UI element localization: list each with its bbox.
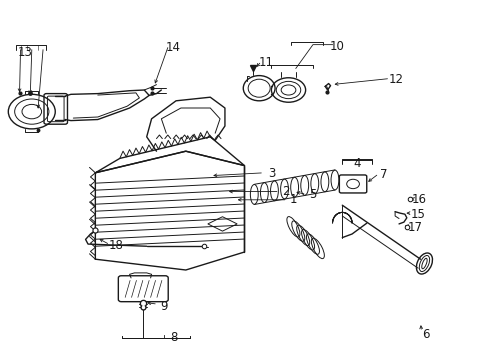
Text: 16: 16: [411, 193, 426, 206]
Text: 8: 8: [169, 331, 177, 344]
Text: 11: 11: [259, 57, 273, 69]
Text: 9: 9: [160, 300, 167, 313]
Text: 13: 13: [18, 46, 33, 59]
Text: 18: 18: [109, 239, 123, 252]
Text: 7: 7: [379, 168, 387, 181]
Text: 3: 3: [267, 167, 275, 180]
Text: 2: 2: [282, 185, 289, 198]
Text: 15: 15: [410, 208, 425, 221]
Text: 14: 14: [166, 41, 181, 54]
Text: 4: 4: [352, 157, 360, 170]
Text: 17: 17: [407, 221, 421, 234]
Text: 10: 10: [329, 40, 344, 53]
Text: 12: 12: [388, 73, 403, 86]
Text: 1: 1: [289, 193, 297, 206]
Text: 6: 6: [421, 328, 428, 341]
Text: 5: 5: [308, 188, 316, 201]
